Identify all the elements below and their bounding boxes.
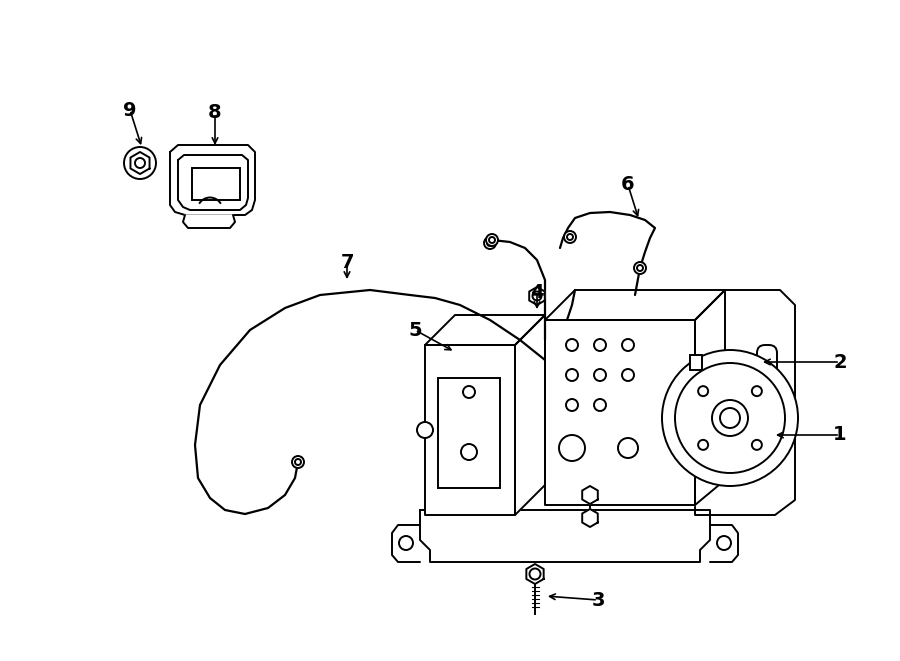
Circle shape <box>566 339 578 351</box>
Polygon shape <box>178 155 248 210</box>
Circle shape <box>489 237 495 243</box>
Circle shape <box>135 158 145 168</box>
Polygon shape <box>183 215 235 228</box>
Circle shape <box>484 237 496 249</box>
Circle shape <box>295 459 301 465</box>
Circle shape <box>622 339 634 351</box>
Polygon shape <box>170 145 255 215</box>
Circle shape <box>463 386 475 398</box>
Circle shape <box>566 369 578 381</box>
Circle shape <box>292 456 304 468</box>
Text: 4: 4 <box>530 282 544 301</box>
Polygon shape <box>425 315 545 345</box>
Polygon shape <box>582 486 598 504</box>
Polygon shape <box>710 525 738 562</box>
Circle shape <box>698 386 708 396</box>
Circle shape <box>594 339 606 351</box>
Circle shape <box>717 536 731 550</box>
Circle shape <box>594 399 606 411</box>
Polygon shape <box>392 525 420 562</box>
Circle shape <box>712 400 748 436</box>
Bar <box>192 168 240 200</box>
Circle shape <box>720 408 740 428</box>
Circle shape <box>752 440 762 450</box>
FancyBboxPatch shape <box>757 345 777 410</box>
Text: 1: 1 <box>833 426 847 444</box>
Text: 5: 5 <box>409 321 422 340</box>
Circle shape <box>124 147 156 179</box>
Circle shape <box>634 262 646 274</box>
Bar <box>690 385 702 400</box>
Circle shape <box>529 568 541 580</box>
Circle shape <box>461 444 477 460</box>
Circle shape <box>564 231 576 243</box>
Circle shape <box>752 386 762 396</box>
Circle shape <box>399 536 413 550</box>
Circle shape <box>559 435 585 461</box>
Circle shape <box>487 240 493 246</box>
Polygon shape <box>545 290 725 320</box>
Polygon shape <box>529 287 544 305</box>
Circle shape <box>486 234 498 246</box>
Circle shape <box>622 369 634 381</box>
Polygon shape <box>526 564 544 584</box>
Polygon shape <box>425 345 515 515</box>
Circle shape <box>637 265 643 271</box>
Polygon shape <box>420 510 710 562</box>
Polygon shape <box>130 152 149 174</box>
Text: 2: 2 <box>833 352 847 371</box>
Text: 6: 6 <box>621 176 634 194</box>
Circle shape <box>675 363 785 473</box>
Polygon shape <box>515 315 545 515</box>
Polygon shape <box>545 320 695 505</box>
Circle shape <box>566 399 578 411</box>
Circle shape <box>618 438 638 458</box>
Polygon shape <box>695 290 795 515</box>
Circle shape <box>594 369 606 381</box>
Polygon shape <box>695 290 725 505</box>
Text: 3: 3 <box>591 590 605 609</box>
Circle shape <box>662 350 798 486</box>
Circle shape <box>533 292 542 301</box>
Polygon shape <box>582 509 598 527</box>
Bar <box>438 378 500 488</box>
Circle shape <box>698 440 708 450</box>
Bar <box>690 355 702 370</box>
Text: 9: 9 <box>123 100 137 120</box>
Text: 7: 7 <box>340 253 354 272</box>
Circle shape <box>417 422 433 438</box>
Circle shape <box>567 234 573 240</box>
Text: 8: 8 <box>208 104 221 122</box>
